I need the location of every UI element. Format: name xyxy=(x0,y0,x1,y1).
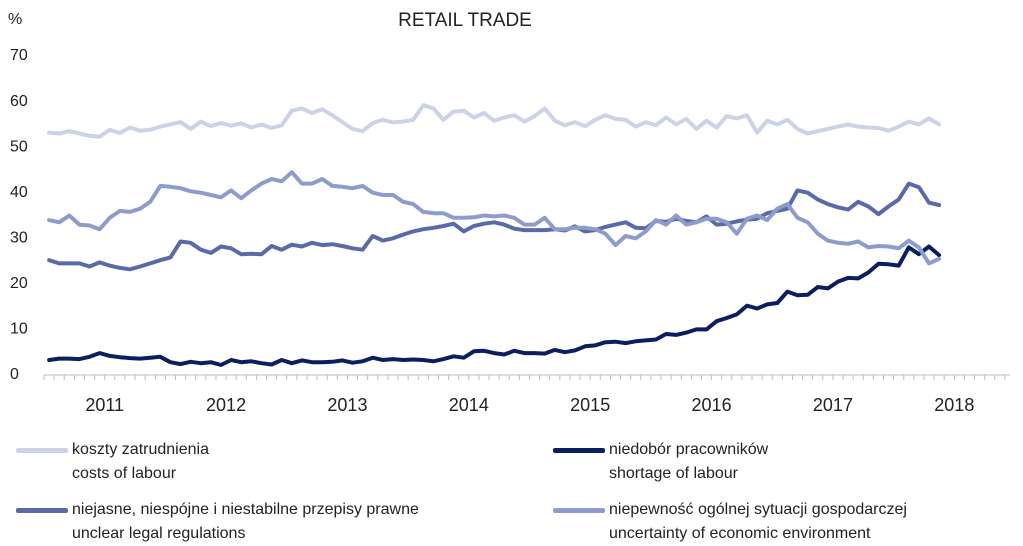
series-line xyxy=(47,181,942,272)
legend-swatch xyxy=(16,508,68,513)
y-tick-label: 70 xyxy=(10,47,28,64)
y-tick-label: 30 xyxy=(10,230,28,247)
x-tick-label: 2018 xyxy=(934,395,974,415)
x-tick-label: 2017 xyxy=(813,395,853,415)
series-line xyxy=(47,170,942,266)
legend-label: niejasne, niespójne i niestabilne przepi… xyxy=(72,501,419,542)
legend-item: niedobór pracowników shortage of labour xyxy=(553,438,768,486)
series-line xyxy=(47,244,942,367)
legend-label: koszty zatrudnienia costs of labour xyxy=(72,441,209,482)
y-tick-label: 40 xyxy=(10,184,28,201)
legend-item: niepewność ogólnej sytuacji gospodarczej… xyxy=(553,498,907,546)
x-tick-label: 2012 xyxy=(206,395,246,415)
y-tick-label: 10 xyxy=(10,321,28,338)
series-line xyxy=(47,103,942,139)
chart-title: RETAIL TRADE xyxy=(398,10,532,31)
legend-swatch xyxy=(553,508,605,513)
y-tick-label: 0 xyxy=(10,366,19,383)
legend-item: niejasne, niespójne i niestabilne przepi… xyxy=(16,498,419,546)
legend-swatch xyxy=(553,448,605,453)
x-tick-label: 2016 xyxy=(692,395,732,415)
chart: RETAIL TRADE % 0 10 20 30 40 50 60 70 2011 2012 20… xyxy=(8,10,1010,415)
legend: koszty zatrudnienia costs of labour niedo… xyxy=(0,430,1023,542)
legend-label: niepewność ogólnej sytuacji gospodarczej… xyxy=(609,501,907,542)
y-tick-label: 20 xyxy=(10,275,28,292)
y-tick-label: 60 xyxy=(10,93,28,110)
x-tick-label: 2013 xyxy=(327,395,367,415)
legend-item: koszty zatrudnienia costs of labour xyxy=(16,438,209,486)
x-tick-label: 2015 xyxy=(570,395,610,415)
y-axis-unit: % xyxy=(8,11,22,28)
legend-label: niedobór pracowników shortage of labour xyxy=(609,441,769,482)
x-tick-label: 2014 xyxy=(449,395,489,415)
x-tick-label: 2011 xyxy=(85,395,124,415)
y-tick-label: 50 xyxy=(10,138,28,155)
legend-swatch xyxy=(16,448,68,453)
